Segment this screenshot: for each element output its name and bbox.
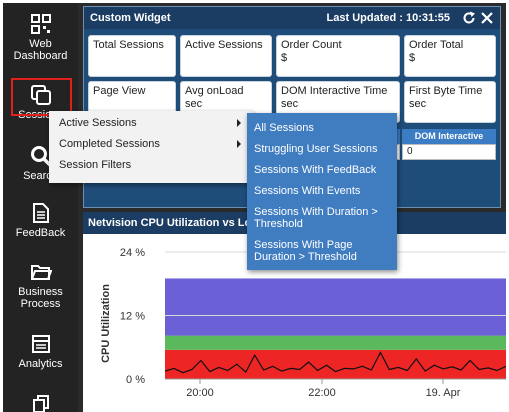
sidebar-item-label: Analytics <box>18 358 63 370</box>
submenu-arrow-icon <box>237 119 241 127</box>
stat-total-sessions[interactable]: Total Sessions <box>88 35 176 77</box>
widget-title: Custom Widget <box>90 12 171 24</box>
refresh-icon[interactable] <box>462 11 476 25</box>
submenu-item-sessions-with-feedback[interactable]: Sessions With FeedBack <box>254 164 377 176</box>
stat-first-byte-time[interactable]: First Byte Time sec <box>404 81 496 123</box>
sidebar-item-more[interactable] <box>3 392 78 412</box>
document-icon <box>32 203 49 223</box>
sidebar-item-business-process[interactable]: Business Process <box>3 261 78 310</box>
submenu-item-sessions-with-duration[interactable]: Sessions With Duration > Threshold <box>254 206 378 230</box>
selection-highlight <box>11 78 72 116</box>
submenu-arrow-icon <box>237 140 241 148</box>
stack-icon <box>32 395 49 412</box>
stat-unit: $ <box>409 52 416 64</box>
stat-unit: sec <box>281 98 299 110</box>
chart-band-green <box>165 335 506 350</box>
submenu-item-sessions-with-events[interactable]: Sessions With Events <box>254 185 361 197</box>
menu-item-label: Completed Sessions <box>59 138 160 150</box>
sessions-context-menu: Active Sessions Completed Sessions Sessi… <box>49 111 253 183</box>
chart-band-purple <box>165 278 506 336</box>
sidebar-item-label: Web Dashboard <box>13 38 68 62</box>
menu-item-active-sessions[interactable]: Active Sessions <box>59 117 249 129</box>
chart-x-tick-label: 20:00 <box>186 387 214 399</box>
sidebar-item-web-dashboard[interactable]: Web Dashboard <box>3 13 78 62</box>
chart-series-line <box>164 351 506 374</box>
menu-item-label: Active Sessions <box>59 117 137 129</box>
sidebar-item-label: FeedBack <box>15 227 66 239</box>
submenu-item-struggling-user-sessions[interactable]: Struggling User Sessions <box>254 143 378 155</box>
chart-y-tick-label: 24 % <box>120 247 145 259</box>
stat-order-count[interactable]: Order Count $ <box>276 35 400 77</box>
active-sessions-submenu: All Sessions Struggling User Sessions Se… <box>247 113 397 270</box>
sidebar-item-feedback[interactable]: FeedBack <box>3 202 78 239</box>
stat-label: First Byte Time <box>409 85 483 97</box>
table-header-dom-interactive: DOM Interactive <box>402 129 496 144</box>
stat-label: Order Count <box>281 39 342 51</box>
stat-label: Order Total <box>409 39 464 51</box>
table-cell-dom-interactive: 0 <box>402 144 496 160</box>
chart-y-tick-label: 0 % <box>126 374 145 386</box>
sidebar-item-analytics[interactable]: Analytics <box>3 333 78 370</box>
folder-icon <box>30 265 52 280</box>
menu-item-label: Session Filters <box>59 159 132 171</box>
main-area: Custom Widget Last Updated : 10:31:55 To… <box>78 3 506 412</box>
chart-x-tick-label: 22:00 <box>308 387 336 399</box>
stat-unit: sec <box>409 98 427 110</box>
stat-unit: sec <box>185 98 203 110</box>
stat-label: Total Sessions <box>93 39 164 51</box>
stat-label: DOM Interactive Time <box>281 85 388 97</box>
chart-x-tick-label: 19. Apr <box>426 387 461 399</box>
stat-label: Active Sessions <box>185 39 263 51</box>
cpu-utilization-chart: 24 % 12 % 0 % 20:00 22:00 19. Apr CPU Utilizat… <box>100 247 506 399</box>
last-updated: Last Updated : 10:31:55 <box>326 12 450 24</box>
submenu-item-sessions-with-page-duration[interactable]: Sessions With Page Duration > Threshold <box>254 239 357 263</box>
stat-label: Page View <box>93 85 146 97</box>
chart-band-red <box>165 349 506 379</box>
stat-order-total[interactable]: Order Total $ <box>404 35 496 77</box>
close-icon[interactable] <box>480 11 494 25</box>
menu-item-session-filters[interactable]: Session Filters <box>59 159 249 171</box>
widget-header: Custom Widget Last Updated : 10:31:55 <box>84 7 500 29</box>
sidebar: Web Dashboard Sessions Search FeedBack B… <box>3 3 78 412</box>
sidebar-item-label: Business Process <box>18 286 63 310</box>
calendar-icon <box>31 335 50 353</box>
chart-y-tick-label: 12 % <box>120 311 145 323</box>
chart-y-axis-title: CPU Utilization <box>100 284 112 363</box>
grid-icon <box>30 14 51 34</box>
menu-item-completed-sessions[interactable]: Completed Sessions <box>59 138 249 150</box>
stat-active-sessions[interactable]: Active Sessions <box>180 35 272 77</box>
search-icon <box>30 146 52 167</box>
stat-label: Avg onLoad <box>185 85 244 97</box>
copy-icon <box>30 85 51 105</box>
submenu-item-all-sessions[interactable]: All Sessions <box>254 122 314 134</box>
stat-unit: $ <box>281 52 288 64</box>
